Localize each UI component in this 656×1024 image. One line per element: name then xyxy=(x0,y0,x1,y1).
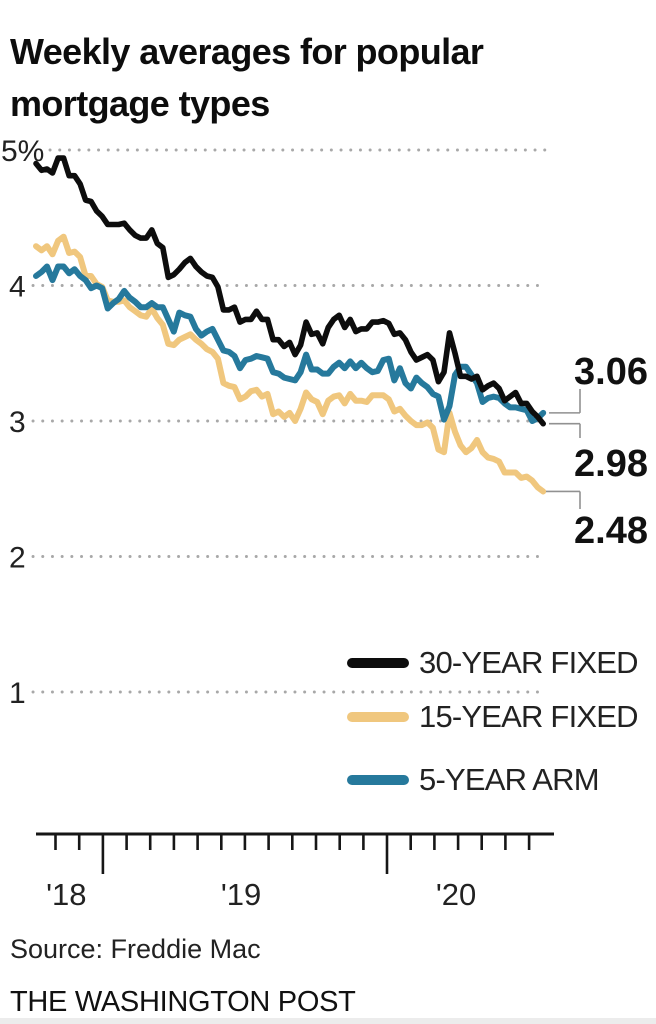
end-value-callouts: 3.06 2.98 2.48 xyxy=(546,351,648,552)
legend-item-15-year-fixed: 15-YEAR FIXED xyxy=(347,699,639,734)
legend-label-5-year-arm: 5-YEAR ARM xyxy=(419,762,600,797)
x-axis-year-label: '20 xyxy=(436,877,476,912)
legend-item-5-year-arm: 5-YEAR ARM xyxy=(347,762,638,797)
end-value-label-15-year-fixed: 2.48 xyxy=(574,510,648,552)
bottom-edge-strip xyxy=(0,1018,656,1024)
legend-label-30-year-fixed: 30-YEAR FIXED xyxy=(419,645,639,680)
end-value-label-30-year-fixed: 2.98 xyxy=(574,443,648,485)
end-value-label-5-year-arm: 3.06 xyxy=(574,351,648,393)
legend-swatch-30-year-fixed xyxy=(347,658,409,668)
x-axis-year-label: '19 xyxy=(221,877,261,912)
svg-text:2: 2 xyxy=(9,542,26,575)
gridlines xyxy=(31,148,547,694)
legend-item-30-year-fixed: 30-YEAR FIXED xyxy=(347,645,639,680)
x-axis: '18 '19 '20 xyxy=(36,832,554,912)
svg-text:4: 4 xyxy=(9,271,26,304)
svg-text:3: 3 xyxy=(9,406,26,439)
legend: 30-YEAR FIXED 15-YEAR FIXED 5-YEAR ARM xyxy=(347,645,639,797)
legend-label-15-year-fixed: 15-YEAR FIXED xyxy=(419,699,639,734)
series-line-30-year-fixed xyxy=(33,155,546,427)
source-note: Source: Freddie Mac xyxy=(10,934,261,964)
legend-swatch-5-year-arm xyxy=(347,775,409,785)
chart-title: Weekly averages for popular mortgage typ… xyxy=(10,31,484,125)
legend-swatch-15-year-fixed xyxy=(347,712,409,722)
x-axis-year-label: '18 xyxy=(46,877,86,912)
svg-text:1: 1 xyxy=(9,677,26,710)
publisher-credit: THE WASHINGTON POST xyxy=(10,986,356,1018)
